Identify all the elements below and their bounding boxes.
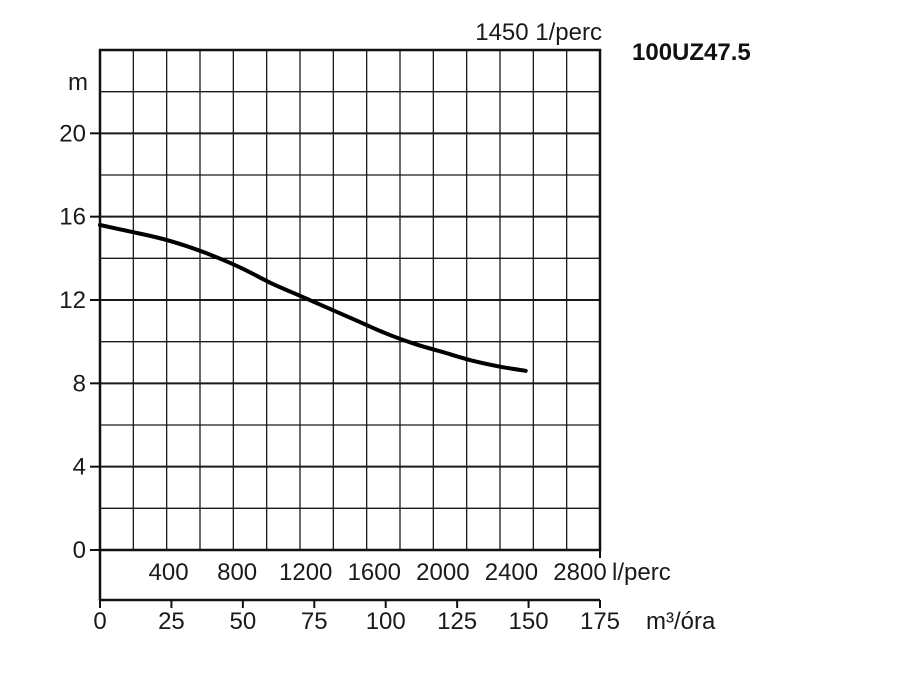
m3h-tick-label: 100: [366, 608, 406, 635]
m3h-tick-label: 150: [509, 608, 549, 635]
y-tick-label: 8: [73, 370, 86, 397]
m3h-tick-label: 175: [580, 608, 620, 635]
lpm-tick-label: 800: [217, 559, 257, 586]
y-unit-label: m: [68, 69, 88, 96]
lpm-tick-label: 2800: [553, 559, 606, 586]
lpm-tick-label: 2400: [485, 559, 538, 586]
y-tick-label: 20: [59, 120, 86, 147]
lpm-tick-label: 2000: [416, 559, 469, 586]
y-tick-label: 16: [59, 204, 86, 231]
head-curve: [98, 223, 528, 373]
m3h-tick-label: 25: [158, 608, 185, 635]
labels: 1450 1/perc 100UZ47.5 m l/perc m³/óra 0 4…: [59, 19, 750, 635]
lpm-tick-label: 400: [149, 559, 189, 586]
model-label: 100UZ47.5: [632, 39, 751, 66]
m3h-tick-label: 50: [230, 608, 257, 635]
lpm-tick-label: 1600: [348, 559, 401, 586]
y-tick-label: 0: [73, 537, 86, 564]
m3h-tick-label: 0: [93, 608, 106, 635]
lpm-unit-label: l/perc: [612, 559, 671, 586]
m3h-tick-label: 75: [301, 608, 328, 635]
y-tick-label: 4: [73, 454, 86, 481]
m3h-tick-label: 125: [437, 608, 477, 635]
m3h-unit-label: m³/óra: [646, 608, 716, 635]
curve-layer: [98, 223, 528, 373]
grid: [100, 50, 600, 550]
speed-label: 1450 1/perc: [475, 19, 602, 46]
y-tick-label: 12: [59, 287, 86, 314]
plot-frame: [90, 48, 602, 608]
lpm-tick-label: 1200: [279, 559, 332, 586]
